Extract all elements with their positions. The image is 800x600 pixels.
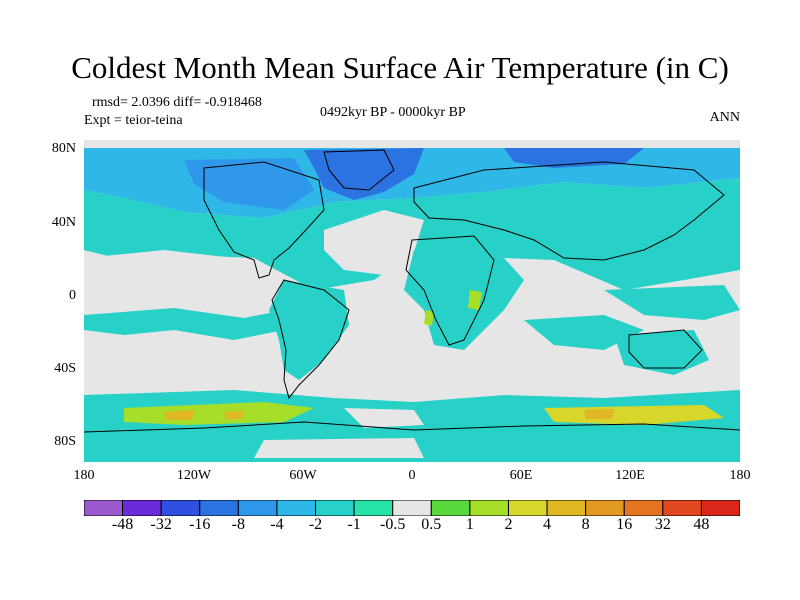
colorbar-swatch [623,500,664,516]
colorbar-swatch [276,500,317,516]
coast-south-america [271,279,350,400]
experiment-label: Expt = teior-teina [84,113,183,128]
atlantic-neutral-region [324,210,424,275]
anomaly-fields [84,148,740,462]
colorbar-swatch [237,500,278,516]
coast-antarctica [84,421,740,433]
colorbar [84,500,740,516]
colorbar-swatch [315,500,355,516]
colorbar-swatch [84,500,124,516]
siberia-cold-region [504,148,644,168]
lon-label-60w: 60W [289,468,317,483]
lon-label-60e: 60E [509,468,533,483]
colorbar-swatch [585,500,625,516]
pacific-neutral-region [84,250,254,300]
period-label: 0492kyr BP - 0000kyr BP [320,105,466,120]
indian-ocean-cool-region [524,315,644,350]
coast-africa [405,235,495,346]
east-africa-warm-spot [468,290,482,310]
colorbar-label: 1 [465,516,474,533]
colorbar-label: -4 [270,516,284,533]
lon-label-0: 0 [408,468,416,483]
colorbar-label: 0.5 [421,516,442,533]
northern-america-cold-region [184,158,314,210]
colorbar-label: 4 [543,516,552,533]
colorbar-label: 32 [654,516,671,533]
colorbar-swatch [469,500,509,516]
australia-cool-region [614,330,709,375]
colorbar-swatch [700,500,740,516]
coast-australia [628,329,703,369]
lat-label-equator: 0 [69,288,76,303]
lat-label-80s: 80S [54,434,76,449]
coast-eurasia [413,161,725,261]
colorbar-label: -16 [189,516,211,533]
greenland-cold-region [304,148,424,200]
colorbar-swatch [546,500,587,516]
maritime-continent-cool-region [604,285,740,320]
colorbar-label: -2 [308,516,323,533]
colorbar-label: 48 [693,516,710,533]
colorbar-swatch [199,500,239,516]
colorbar-swatch [160,500,201,516]
antarctic-interior-neutral [254,438,424,458]
south-america-cool-region [269,280,349,380]
colorbar-label: 8 [581,516,590,533]
colorbar-label: -1 [347,516,361,533]
coast-greenland [323,149,395,191]
coastlines [84,149,740,433]
southern-ocean-neutral-gap [344,408,424,428]
colorbar-label: 16 [616,516,633,533]
colorbar-swatch [430,500,471,516]
colorbar-swatch [662,500,702,516]
lon-label-120w: 120W [176,468,212,483]
lat-label-80n: 80N [51,141,76,156]
temperature-anomaly-map [84,140,740,462]
lat-label-40n: 40N [51,215,76,230]
colorbar-label: 2 [504,516,513,533]
rmsd-diff-stats: rmsd= 2.0396 diff= -0.918468 [92,95,262,110]
colorbar-label: -32 [150,516,172,533]
colorbar-swatch [392,500,432,516]
coast-north-america [203,161,325,279]
colorbar-swatch [122,500,162,516]
lon-label-120e: 120E [615,468,645,483]
lon-label-180w: 180 [73,468,95,483]
madagascar-warm-spot [424,310,434,326]
colorbar-label: -0.5 [380,516,406,533]
lon-label-180e: 180 [729,468,751,483]
tropical-cool-band [84,300,324,340]
colorbar-label: -48 [111,516,134,533]
season-label: ANN [709,110,740,125]
lat-label-40s: 40S [54,361,76,376]
page-title: Coldest Month Mean Surface Air Temperatu… [71,50,729,85]
colorbar-label: -8 [231,516,245,533]
colorbar-swatch [353,500,394,516]
africa-cool-region [404,250,524,350]
colorbar-swatch [507,500,548,516]
